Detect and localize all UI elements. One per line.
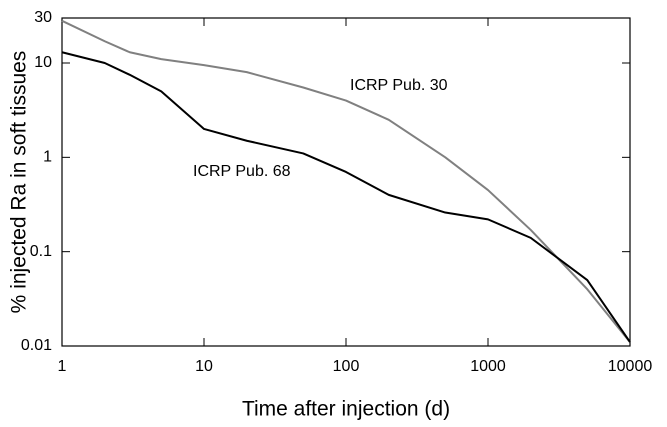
x-tick-label: 10 bbox=[195, 358, 213, 375]
series-label: ICRP Pub. 68 bbox=[193, 163, 291, 180]
y-axis-title: % injected Ra in soft tissues bbox=[8, 51, 31, 314]
y-tick-label: 30 bbox=[34, 9, 52, 26]
y-tick-label: 0.01 bbox=[21, 337, 52, 354]
y-tick-label: 10 bbox=[34, 54, 52, 71]
x-tick-label: 10000 bbox=[608, 358, 653, 375]
line-series bbox=[61, 51, 631, 343]
plot-frame bbox=[61, 17, 631, 347]
x-tick-label: 1 bbox=[58, 358, 67, 375]
x-axis-title: Time after injection (d) bbox=[242, 398, 450, 421]
y-tick-label: 1 bbox=[43, 149, 52, 166]
line-series bbox=[61, 19, 631, 343]
y-tick-label: 0.1 bbox=[30, 243, 52, 260]
x-tick-label: 1000 bbox=[470, 358, 506, 375]
x-tick-label: 100 bbox=[333, 358, 360, 375]
series-label: ICRP Pub. 30 bbox=[350, 77, 448, 94]
